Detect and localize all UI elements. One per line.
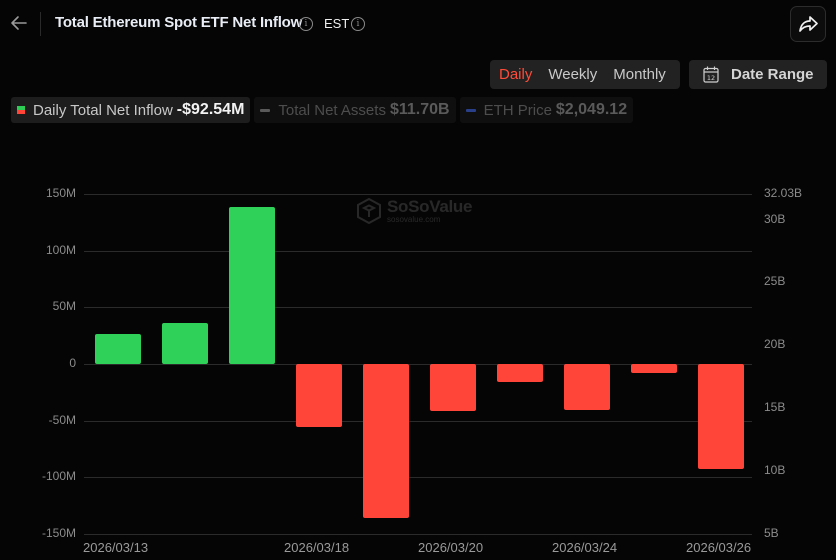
legend-name: ETH Price — [483, 101, 552, 119]
timezone-info-button[interactable]: i — [351, 17, 365, 31]
y-right-axis-tick-label: 20B — [764, 337, 786, 352]
legend-value: -$92.54M — [176, 101, 245, 118]
legend-daily-net-inflow[interactable]: Daily Total Net Inflow -$92.54M — [11, 97, 251, 123]
gridline — [84, 194, 752, 195]
sosovalue-watermark: SoSoValue sosovalue.com — [357, 198, 472, 224]
calendar-icon: 12 — [703, 66, 719, 83]
arrow-left-icon — [11, 16, 27, 30]
share-button[interactable] — [790, 6, 826, 42]
header: Total Ethereum Spot ETF Net Inflow i EST… — [0, 0, 836, 48]
legend-swatch-blue — [465, 108, 476, 112]
bar-2026-03-25[interactable] — [631, 364, 677, 374]
page-title: Total Ethereum Spot ETF Net Inflow — [55, 14, 303, 31]
gridline — [84, 420, 752, 422]
chart-legend: Daily Total Net Inflow -$92.54M Total Ne… — [11, 97, 634, 123]
title-info-button[interactable]: i — [299, 17, 313, 31]
legend-name: Daily Total Net Inflow — [33, 101, 173, 119]
y-right-axis-tick-label: 15B — [764, 400, 786, 415]
gridline — [84, 364, 752, 365]
y-right-axis-tick-label: 5B — [764, 526, 779, 540]
header-divider — [40, 12, 41, 36]
period-monthly-tab[interactable]: Monthly — [613, 66, 666, 83]
bar-2026-03-19[interactable] — [363, 364, 409, 519]
legend-eth-price[interactable]: ETH Price $2,049.12 — [459, 97, 634, 123]
date-range-button[interactable]: 12 Date Range — [689, 60, 827, 89]
gridline — [84, 307, 752, 309]
info-circle-icon: i — [299, 17, 313, 31]
watermark-brand: SoSoValue — [387, 196, 473, 216]
y-axis-tick-label: -100M — [41, 469, 76, 484]
y-right-axis-tick-label: 30B — [764, 211, 786, 226]
bar-2026-03-13[interactable] — [95, 333, 141, 364]
bar-2026-03-17[interactable] — [229, 207, 275, 364]
legend-name: Total Net Assets — [278, 101, 386, 119]
info-circle-icon: i — [351, 17, 365, 31]
y-axis-tick-label: -150M — [41, 526, 76, 540]
legend-value: $11.70B — [389, 101, 450, 118]
gridline — [84, 250, 752, 252]
net-inflow-bar-chart: SoSoValue sosovalue.com 150M 100M 50M 0 -50M… — [0, 140, 836, 560]
y-right-axis-tick-label: 10B — [764, 463, 786, 478]
y-axis-tick-label: 150M — [45, 186, 76, 200]
y-axis-tick-label: 0 — [69, 356, 76, 370]
bar-2026-03-18[interactable] — [296, 364, 342, 427]
x-axis-tick-label: 2026/03/24 — [552, 540, 618, 555]
gridline — [84, 534, 752, 535]
y-axis-tick-label: 100M — [45, 242, 76, 257]
y-right-axis-tick-label: 25B — [764, 274, 786, 289]
x-axis-tick-label: 2026/03/26 — [686, 540, 752, 555]
timezone-label: EST — [324, 16, 350, 31]
bar-2026-03-20[interactable] — [430, 364, 476, 412]
gridline — [84, 477, 752, 479]
back-button[interactable] — [8, 12, 30, 34]
watermark-site: sosovalue.com — [387, 214, 441, 224]
period-weekly-tab[interactable]: Weekly — [548, 66, 598, 83]
x-axis-tick-label: 2026/03/18 — [284, 540, 350, 555]
legend-total-net-assets[interactable]: Total Net Assets $11.70B — [254, 97, 456, 123]
bar-2026-03-16[interactable] — [162, 323, 208, 364]
period-toggle: Daily Weekly Monthly — [490, 60, 680, 89]
svg-text:12: 12 — [707, 74, 715, 82]
bar-2026-03-24[interactable] — [564, 364, 610, 410]
sosovalue-logo-icon — [357, 198, 381, 224]
y-right-axis-tick-label: 32.03B — [764, 186, 803, 200]
x-axis-tick-label: 2026/03/13 — [83, 540, 149, 555]
bar-2026-03-26[interactable] — [698, 364, 744, 469]
x-axis-tick-label: 2026/03/20 — [418, 540, 484, 555]
period-daily-tab[interactable]: Daily — [499, 66, 533, 83]
share-arrow-icon — [799, 16, 818, 32]
date-range-label: Date Range — [731, 66, 814, 83]
y-axis-tick-label: 50M — [52, 299, 76, 314]
y-axis-tick-label: -50M — [48, 412, 76, 427]
legend-swatch-green-red — [17, 106, 25, 114]
legend-swatch-gray — [260, 108, 271, 112]
bar-2026-03-23[interactable] — [497, 364, 543, 383]
legend-value: $2,049.12 — [555, 101, 628, 118]
